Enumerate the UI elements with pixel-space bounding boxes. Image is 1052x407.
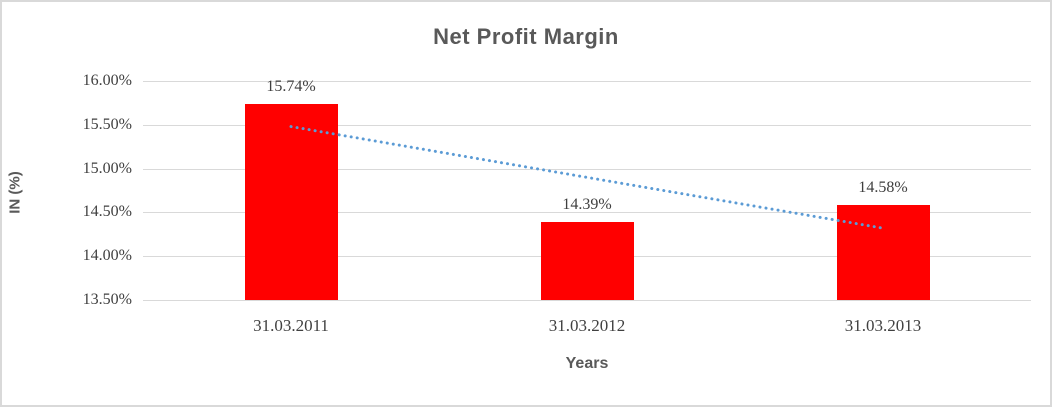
y-tick-label: 15.50%	[82, 115, 132, 133]
chart-title: Net Profit Margin	[433, 24, 619, 49]
y-tick-label: 13.50%	[82, 291, 132, 308]
x-category-label: 31.03.2011	[253, 316, 329, 335]
gridline	[143, 300, 1031, 301]
bar-data-label: 14.58%	[858, 179, 908, 197]
bar-data-label: 15.74%	[266, 77, 316, 95]
y-tick-label: 14.00%	[82, 247, 132, 265]
y-tick-label: 16.00%	[82, 72, 132, 89]
x-category-label: 31.03.2013	[844, 316, 922, 335]
y-tick-label: 14.50%	[82, 203, 132, 221]
x-category-label: 31.03.2012	[548, 316, 626, 335]
bar	[244, 103, 338, 300]
y-tick-label: 15.00%	[82, 159, 132, 177]
bar	[540, 222, 634, 300]
gridline	[143, 81, 1031, 82]
bar-data-label: 14.39%	[562, 196, 612, 214]
y-axis-title: IN (%)	[6, 171, 24, 214]
bar	[836, 205, 930, 300]
x-axis-title: Years	[565, 355, 609, 372]
